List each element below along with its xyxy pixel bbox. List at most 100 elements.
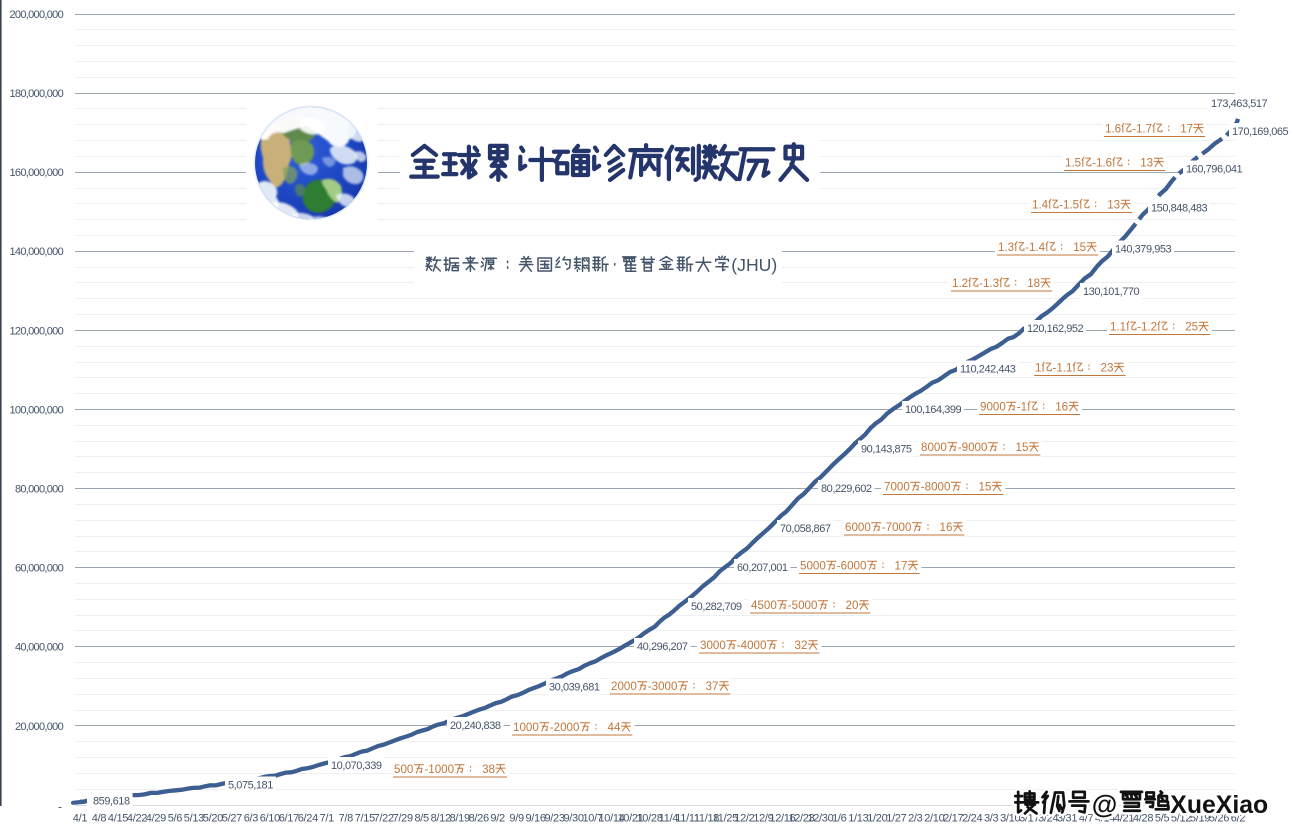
svg-text:3/10: 3/10 — [1000, 813, 1020, 825]
svg-text:1/20: 1/20 — [867, 813, 887, 825]
svg-text:160,000,000: 160,000,000 — [10, 167, 64, 179]
svg-text:7/8: 7/8 — [339, 813, 354, 825]
svg-text:-3000: -3000 — [648, 680, 678, 693]
svg-text:12/23: 12/23 — [788, 813, 814, 825]
svg-text:-7000: -7000 — [882, 521, 912, 534]
svg-text:@: @ — [1092, 789, 1118, 819]
svg-text:11/25: 11/25 — [713, 813, 738, 825]
svg-text:7/29: 7/29 — [393, 813, 413, 825]
svg-text:12/30: 12/30 — [807, 813, 833, 825]
svg-text:25: 25 — [1185, 321, 1198, 334]
svg-text:2/17: 2/17 — [943, 813, 963, 825]
svg-text:37: 37 — [706, 680, 719, 693]
svg-text:100,000,000: 100,000,000 — [10, 404, 64, 416]
svg-text:50,282,709: 50,282,709 — [691, 601, 742, 613]
svg-text:-: - — [58, 799, 62, 813]
svg-text:80,229,602: 80,229,602 — [821, 483, 872, 495]
svg-text:3000: 3000 — [700, 639, 726, 652]
svg-text:10/7: 10/7 — [582, 813, 602, 825]
svg-text:1.6: 1.6 — [1105, 123, 1121, 136]
svg-text:18: 18 — [1027, 277, 1040, 290]
svg-text:12/16: 12/16 — [769, 813, 795, 825]
svg-text:13: 13 — [1140, 157, 1153, 170]
svg-text:16: 16 — [1055, 401, 1068, 414]
svg-text:173,463,517: 173,463,517 — [1211, 98, 1268, 110]
svg-text:1/27: 1/27 — [886, 813, 906, 825]
svg-text:859,618: 859,618 — [93, 795, 130, 807]
svg-text:2/3: 2/3 — [908, 813, 923, 825]
svg-text:170,169,065: 170,169,065 — [1232, 126, 1289, 138]
svg-text:8/26: 8/26 — [469, 813, 489, 825]
svg-text:XueXiao: XueXiao — [1170, 792, 1268, 819]
svg-text:-1.5: -1.5 — [1059, 199, 1079, 212]
svg-text:-5000: -5000 — [788, 599, 818, 612]
svg-text:5/20: 5/20 — [203, 813, 223, 825]
svg-text:1/13: 1/13 — [848, 813, 868, 825]
svg-text:20,240,838: 20,240,838 — [450, 720, 501, 732]
svg-text:15: 15 — [1073, 241, 1086, 254]
svg-text:120,000,000: 120,000,000 — [10, 325, 64, 337]
svg-text:4/22: 4/22 — [127, 813, 147, 825]
svg-text:80,000,000: 80,000,000 — [15, 484, 64, 496]
svg-text:(JHU): (JHU) — [731, 255, 777, 275]
svg-text:150,848,483: 150,848,483 — [1151, 202, 1208, 214]
svg-text:10/14: 10/14 — [598, 813, 624, 825]
svg-text:5/6: 5/6 — [168, 813, 183, 825]
svg-text:1.1: 1.1 — [1110, 321, 1126, 334]
svg-text:-8000: -8000 — [921, 481, 951, 494]
svg-text:5000: 5000 — [800, 560, 826, 573]
svg-text:8/12: 8/12 — [431, 813, 451, 825]
svg-text:70,058,867: 70,058,867 — [780, 523, 831, 535]
svg-text:8/19: 8/19 — [450, 813, 470, 825]
svg-text:6/3: 6/3 — [244, 813, 259, 825]
svg-text:4/8: 4/8 — [92, 813, 107, 825]
svg-text:10/21: 10/21 — [617, 813, 643, 825]
svg-text:8000: 8000 — [921, 441, 947, 454]
svg-text:90,143,875: 90,143,875 — [861, 443, 912, 455]
svg-text:1.4: 1.4 — [1032, 199, 1049, 212]
svg-text:60,000,000: 60,000,000 — [15, 563, 64, 575]
svg-text:110,242,443: 110,242,443 — [960, 363, 1016, 375]
svg-text:4500: 4500 — [751, 599, 777, 612]
svg-text:7/15: 7/15 — [355, 813, 375, 825]
svg-text:10,070,339: 10,070,339 — [331, 760, 382, 772]
svg-text:9/30: 9/30 — [563, 813, 583, 825]
svg-text:40,000,000: 40,000,000 — [15, 642, 64, 654]
svg-text:7/22: 7/22 — [374, 813, 394, 825]
svg-text:-1: -1 — [1017, 401, 1027, 414]
svg-text:10/28: 10/28 — [636, 813, 662, 825]
svg-text:2000: 2000 — [611, 680, 637, 693]
svg-text:-1.1: -1.1 — [1053, 362, 1073, 375]
svg-text:12/2: 12/2 — [734, 813, 754, 825]
svg-text:60,207,001: 60,207,001 — [737, 562, 788, 574]
svg-text:4/15: 4/15 — [108, 813, 128, 825]
svg-text:6/10: 6/10 — [260, 813, 280, 825]
svg-text:11/18: 11/18 — [694, 813, 719, 825]
svg-text:11/4: 11/4 — [659, 813, 679, 825]
svg-text:-1.4: -1.4 — [1025, 241, 1046, 254]
svg-text:9/23: 9/23 — [544, 813, 564, 825]
svg-text:4/1: 4/1 — [73, 813, 88, 825]
svg-text:4/21: 4/21 — [1114, 813, 1134, 825]
svg-text:7000: 7000 — [884, 481, 910, 494]
svg-text:1.2: 1.2 — [952, 277, 968, 290]
svg-text:9/2: 9/2 — [490, 813, 505, 825]
svg-text:44: 44 — [608, 721, 621, 734]
svg-text:15: 15 — [1016, 441, 1029, 454]
svg-text:9000: 9000 — [980, 401, 1006, 414]
svg-text:6/24: 6/24 — [298, 813, 318, 825]
svg-text:-1000: -1000 — [424, 763, 454, 776]
svg-text:5/19: 5/19 — [1190, 813, 1210, 825]
svg-text:-1.3: -1.3 — [979, 277, 999, 290]
svg-text:5,075,181: 5,075,181 — [228, 779, 273, 791]
svg-text:4/28: 4/28 — [1133, 813, 1153, 825]
svg-text:1000: 1000 — [513, 721, 539, 734]
svg-text:5/26: 5/26 — [1209, 813, 1229, 825]
svg-text:7/1: 7/1 — [320, 813, 335, 825]
svg-text:9/16: 9/16 — [525, 813, 545, 825]
svg-text:15: 15 — [979, 481, 992, 494]
svg-text:-9000: -9000 — [958, 441, 988, 454]
svg-text:4/14: 4/14 — [1095, 813, 1115, 825]
svg-text:1: 1 — [1035, 362, 1041, 375]
svg-text:32: 32 — [795, 639, 808, 652]
